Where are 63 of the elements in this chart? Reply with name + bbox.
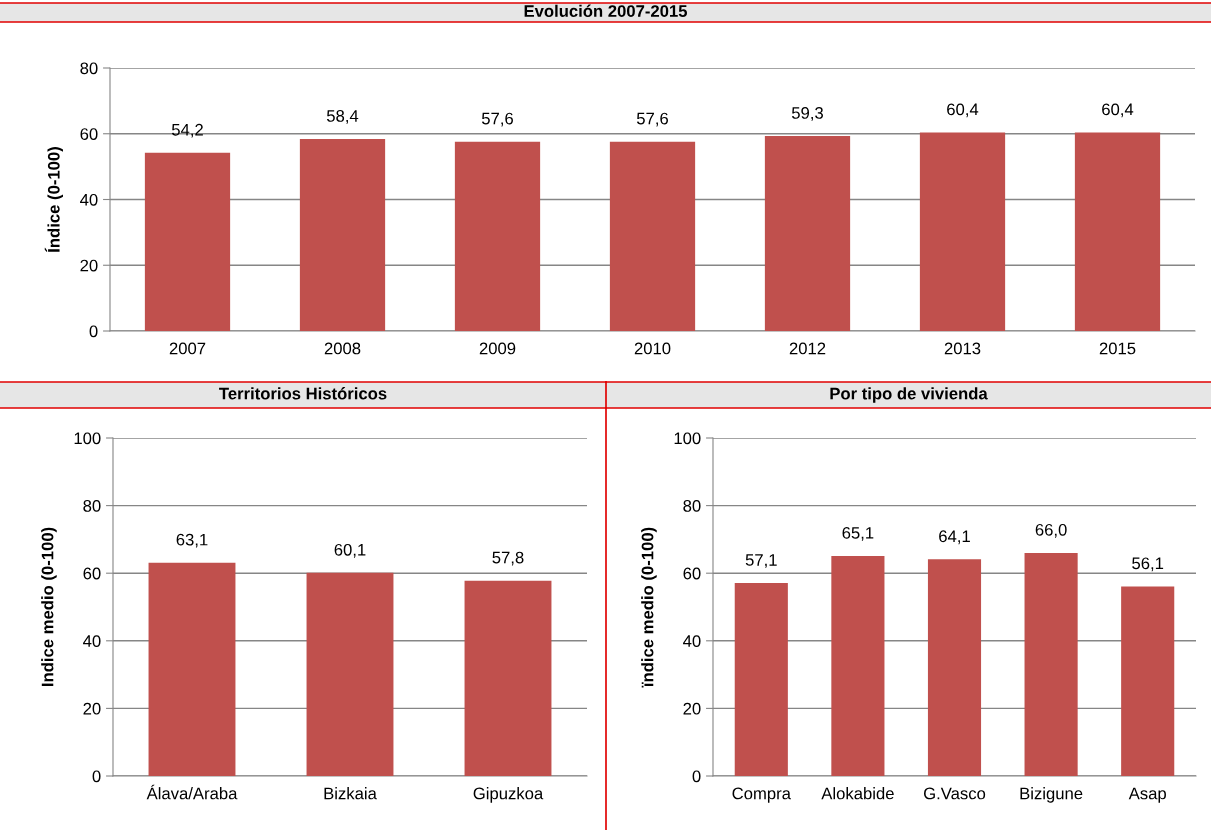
y-tick-label: 40 <box>80 193 98 206</box>
y-tick-label: 80 <box>80 62 98 75</box>
y-tick-label: 60 <box>683 567 701 580</box>
x-tick-label: 2013 <box>944 342 981 355</box>
x-tick-label: 2010 <box>634 342 671 355</box>
y-tick-label: 80 <box>83 500 101 512</box>
data-label: 65,1 <box>842 526 874 541</box>
x-tick-label: Bizkaia <box>324 787 377 800</box>
x-tick-label: Bizigune <box>1020 787 1083 803</box>
x-tick-label: 2015 <box>1099 342 1136 355</box>
x-tick-label: Alokabide <box>821 787 894 800</box>
x-tick-label: 2009 <box>479 342 516 355</box>
x-tick-label: 2012 <box>789 342 826 355</box>
bar <box>299 139 386 331</box>
data-label: 66,0 <box>1035 523 1067 538</box>
x-tick-label: Gipuzkoa <box>473 787 544 803</box>
chart-title: Evolución 2007-2015 <box>524 4 688 17</box>
x-tick-label: G.Vasco <box>924 787 986 800</box>
bar <box>464 580 552 776</box>
data-label: 60,4 <box>947 103 979 118</box>
bar <box>144 152 231 331</box>
y-axis-title: Indice medio (0-100) <box>41 527 57 686</box>
data-label: 59,3 <box>791 107 823 121</box>
y-tick-label: 40 <box>83 635 101 647</box>
data-label: 60,4 <box>1102 103 1134 118</box>
x-tick-label: Álava/Araba <box>146 784 238 800</box>
y-tick-label: 20 <box>83 702 101 715</box>
bar <box>919 132 1006 331</box>
bar <box>1074 132 1161 331</box>
y-tick-label: 0 <box>92 770 101 783</box>
y-tick-label: 0 <box>89 325 98 338</box>
y-tick-label: 0 <box>692 770 701 783</box>
bar <box>306 572 394 776</box>
y-tick-label: 100 <box>674 432 701 445</box>
x-tick-label: Asap <box>1128 787 1166 803</box>
data-label: 64,1 <box>939 530 970 545</box>
data-label: 57,6 <box>636 112 668 127</box>
y-axis-title: Índice (0-100) <box>44 147 63 252</box>
data-label: 60,1 <box>334 543 366 558</box>
y-tick-label: 20 <box>80 259 98 272</box>
x-tick-label: Compra <box>732 787 791 803</box>
y-axis-title: ïndice medio (0-100) <box>641 527 657 688</box>
data-label: 54,2 <box>171 123 203 138</box>
data-label: 56,1 <box>1132 557 1164 572</box>
data-label: 63,1 <box>176 533 208 548</box>
y-tick-label: 80 <box>683 500 701 512</box>
x-tick-label: 2007 <box>169 342 206 355</box>
y-tick-label: 60 <box>83 567 101 580</box>
data-label: 57,8 <box>492 551 524 566</box>
data-label: 57,6 <box>481 112 513 127</box>
y-tick-label: 20 <box>683 702 701 715</box>
y-tick-label: 60 <box>80 128 98 140</box>
bar <box>764 136 851 331</box>
y-tick-label: 100 <box>74 432 101 445</box>
bar <box>609 141 696 331</box>
bar <box>454 141 541 331</box>
bar <box>148 562 236 776</box>
y-tick-label: 40 <box>683 635 701 647</box>
data-label: 57,1 <box>745 554 777 568</box>
x-tick-label: 2008 <box>324 342 361 355</box>
chart-title: Por tipo de vivienda <box>830 387 988 403</box>
chart-title: Territorios Históricos <box>219 387 387 400</box>
data-label: 58,4 <box>326 110 359 124</box>
